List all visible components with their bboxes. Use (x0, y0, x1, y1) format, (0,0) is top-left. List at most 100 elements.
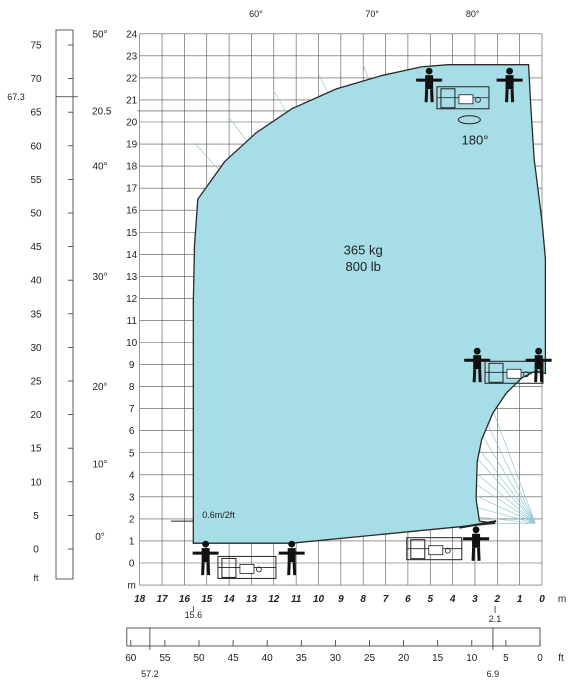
person-head (425, 67, 433, 75)
outreach-m-tick-label: 15 (201, 594, 213, 605)
height-m-tick-label: 19 (126, 140, 138, 151)
height-ft-tick-label: 35 (30, 309, 42, 320)
platform-door (410, 539, 426, 560)
outreach-ft-ruler (126, 627, 541, 647)
height-ft-tick-label: 70 (30, 74, 42, 85)
height-m-unit: m (128, 581, 136, 592)
platform-gauge (256, 566, 262, 573)
outreach-ft-unit: ft (558, 653, 564, 664)
person-leg (287, 562, 291, 576)
height-ft-tick-label: 65 (30, 108, 42, 119)
person-head (288, 540, 296, 548)
height-ft-tick-label: 0 (33, 545, 39, 556)
platform-gauge (444, 547, 451, 554)
person-leg (292, 562, 297, 576)
height-m-tick-label: 11 (127, 316, 138, 327)
angle-label-left: 20° (92, 382, 107, 393)
outreach-ft-tick-label: 10 (466, 653, 478, 664)
platform-door (440, 88, 456, 109)
person-body (425, 75, 434, 90)
outreach-ft-tick-label: 45 (228, 653, 240, 664)
outreach-ft-tick-label: 60 (125, 653, 137, 664)
height-m-tick-label: 12 (126, 294, 138, 305)
height-m-tick-label: 7 (129, 404, 135, 415)
height-ft-tick-label: 50 (30, 209, 42, 220)
height-m-tick-label: 2 (129, 514, 135, 525)
outreach-m-tick-label: 13 (246, 594, 258, 605)
person-head (535, 347, 543, 355)
outreach-m-tick-label: 7 (383, 594, 389, 605)
height-m-tick-label: 10 (126, 338, 138, 349)
axes: 0123456789101112131415161718192021222324… (7, 9, 566, 679)
platform-motor (428, 545, 444, 556)
person-leg (478, 369, 482, 383)
height-m-tick-label: 15 (126, 228, 138, 239)
person-leg (424, 89, 429, 103)
person-leg (510, 89, 515, 103)
height-ft-tick-label: 55 (30, 175, 42, 186)
platform-motor (458, 94, 474, 105)
height-m-tick-label: 6 (129, 426, 135, 437)
height-m-tick-label: 8 (129, 382, 135, 393)
height-ft-tick-label: 30 (30, 343, 42, 354)
outreach-ft-tick-label: 20 (398, 653, 410, 664)
platform-motor (239, 564, 255, 574)
person-body (472, 533, 481, 548)
platform-gauge (523, 371, 529, 378)
person-body (473, 355, 482, 370)
person-figure-icon (496, 67, 523, 103)
outreach-m-tick-label: 11 (291, 594, 302, 605)
height-m-tick-label: 1 (129, 536, 135, 547)
height-ft-tick-label: 25 (30, 377, 42, 388)
height-ft-tick-label: 5 (33, 511, 39, 522)
height-m-tick-label: 18 (126, 162, 138, 173)
person-body (505, 75, 514, 90)
rotation-label: 180° (462, 133, 489, 148)
outreach-m-tick-label: 12 (268, 594, 280, 605)
height-m-tick-label: 23 (126, 51, 138, 62)
person-body (534, 355, 543, 370)
height-m-tick-label: 20 (126, 118, 138, 129)
outreach-ft-tick-label: 50 (193, 653, 205, 664)
person-head (506, 67, 513, 75)
person-leg (206, 562, 211, 576)
person-leg (201, 562, 205, 576)
height-m-tick-label: 17 (126, 184, 138, 195)
outreach-m-tick-label: 14 (224, 594, 236, 605)
angle-label-left: 40° (92, 162, 107, 173)
person-leg (505, 89, 509, 103)
person-figure-icon (463, 526, 490, 561)
platform-gauge (475, 96, 481, 103)
angle-label-left: 0° (95, 532, 105, 543)
person-head (202, 540, 210, 548)
height-ft-tick-label: 20 (30, 410, 42, 421)
height-m-tick-label: 16 (126, 206, 138, 217)
person-body (201, 548, 210, 563)
figures (170, 67, 552, 579)
outreach-ft-tick-label: 30 (330, 653, 342, 664)
outreach-ft-tick-label: 25 (364, 653, 376, 664)
outreach-m-tick-label: 6 (405, 594, 411, 605)
angle-label-left: 30° (92, 272, 107, 283)
height-m-tick-label: 21 (126, 95, 138, 106)
outreach-ft-sub-label: 57.2 (141, 669, 159, 679)
height-m-tick-label: 22 (126, 73, 138, 84)
person-figure-icon (416, 67, 443, 103)
outreach-m-tick-label: 8 (360, 594, 366, 605)
outreach-m-unit: m (558, 594, 566, 605)
outreach-m-tick-label: 16 (179, 594, 191, 605)
person-leg (539, 369, 544, 383)
working-envelope-area (192, 64, 547, 544)
person-head (473, 347, 481, 355)
outreach-m-tick-label: 5 (427, 594, 433, 605)
height-m-tick-label: 3 (129, 492, 135, 503)
work-platform-icon (217, 555, 277, 579)
outreach-m-tick-label: 1 (517, 594, 523, 605)
height-m-tick-label: 4 (129, 470, 135, 481)
person-head (472, 526, 480, 534)
outreach-m-tick-label: 17 (156, 594, 168, 605)
height-ft-max-label: 67.3 (7, 92, 25, 102)
work-platform-icon (406, 537, 463, 561)
work-platform-icon (484, 360, 544, 384)
